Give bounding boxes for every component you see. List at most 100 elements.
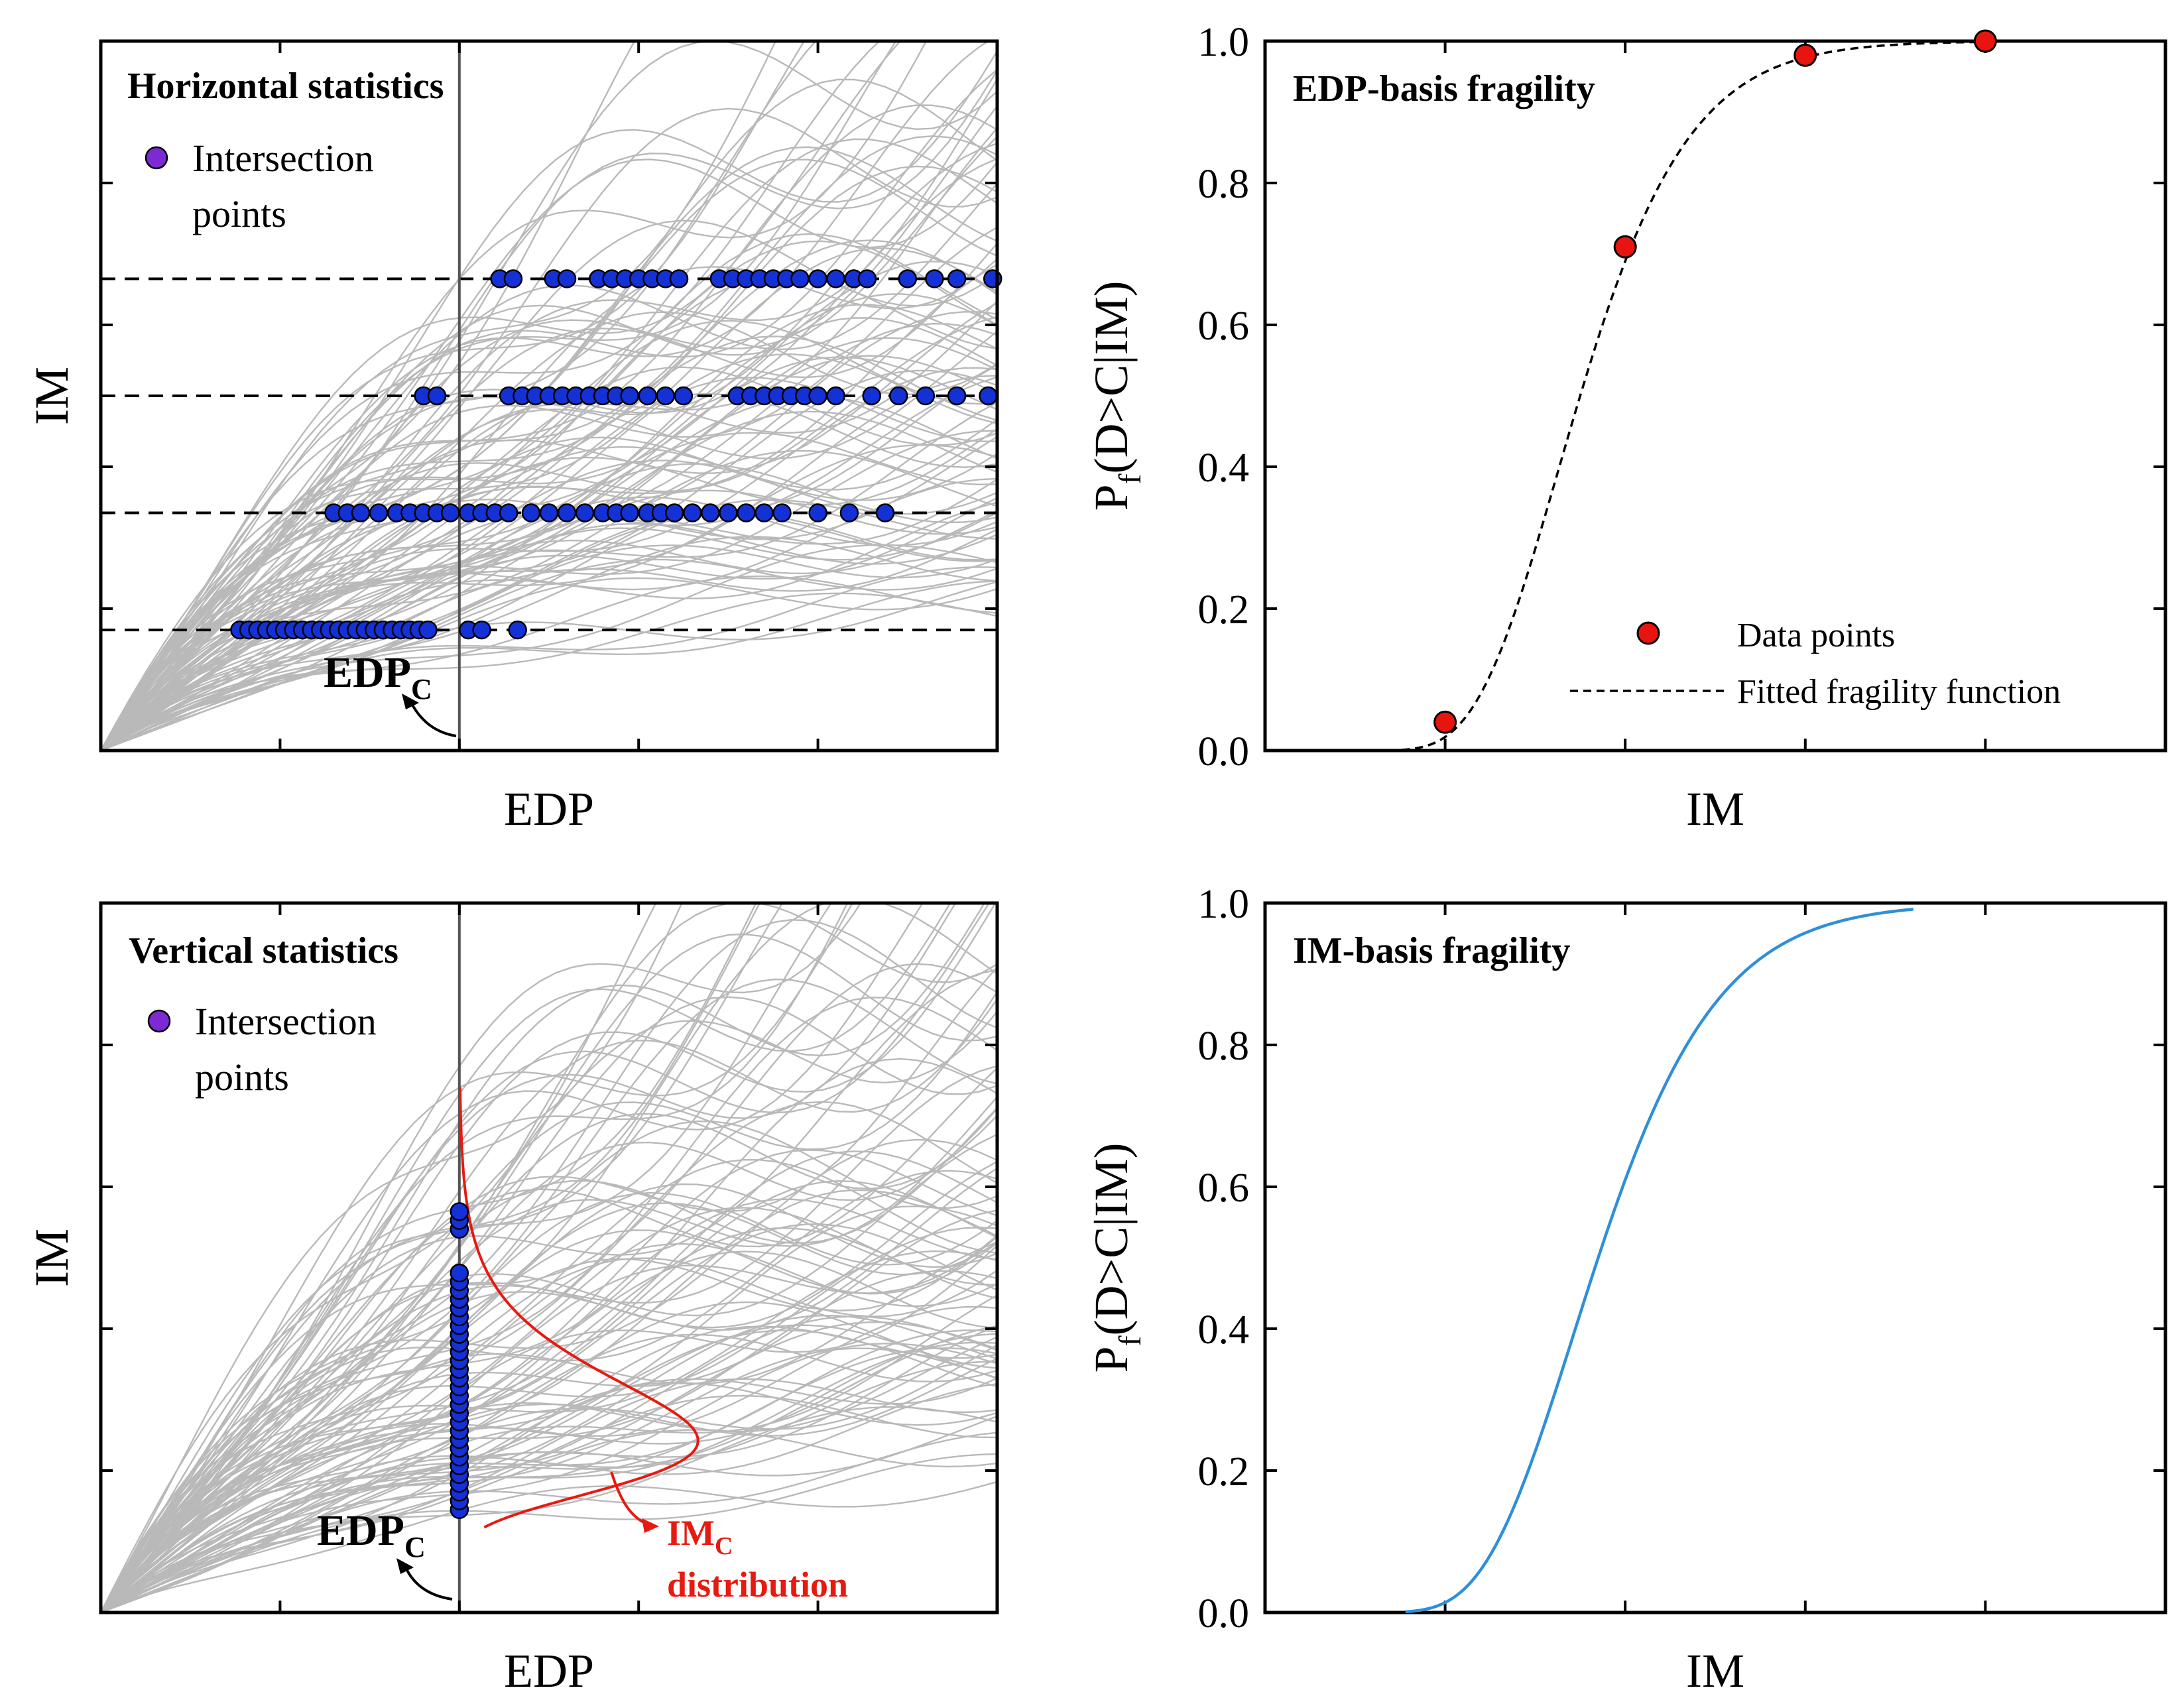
- tl-ida-curve: [101, 293, 997, 751]
- tr-y-axis-label: Pf(D>C|IM): [1085, 280, 1148, 511]
- tr-y-tick-label: 0.6: [1198, 304, 1250, 349]
- bl-ida-curve: [101, 903, 997, 1612]
- tl-intersection-point: [351, 503, 371, 522]
- br-x-axis-label: IM: [1686, 1644, 1744, 1697]
- tl-intersection-point: [857, 269, 877, 288]
- tl-ida-curve: [101, 514, 997, 751]
- bl-ida-curve: [101, 1058, 997, 1612]
- tl-edpc-arrowhead: [402, 694, 419, 709]
- tl-ida-curve: [101, 489, 997, 751]
- tl-intersection-point: [790, 269, 810, 288]
- tr-data-point: [1613, 235, 1637, 259]
- tl-ida-curve: [101, 366, 997, 751]
- tl-ida-curve: [101, 261, 997, 751]
- tl-ida-curve: [101, 240, 997, 751]
- bl-ida-curve: [101, 1453, 997, 1612]
- tl-intersection-point: [499, 503, 518, 522]
- bl-ticks: [101, 903, 997, 1612]
- tl-ida-curve: [101, 226, 997, 751]
- bl-ida-curve: [101, 1394, 997, 1612]
- tl-intersection-point: [557, 269, 577, 288]
- tl-ida-curve: [101, 401, 997, 751]
- panel-im-basis-fragility: 0.0 0.2 0.4 0.6 0.8 1.0 IM-basis fragility IM…: [1085, 882, 2167, 1697]
- tl-intersection-point: [418, 620, 438, 640]
- tl-ida-curve: [101, 335, 997, 751]
- br-y-axis-label-main: P: [1085, 1346, 1138, 1372]
- panel-vertical-statistics: Vertical statistics Intersection points …: [25, 901, 999, 1697]
- tr-y-tick-label: 0.4: [1198, 446, 1250, 491]
- bl-imc-arrowhead: [642, 1518, 659, 1533]
- bl-ida-curve: [101, 1382, 997, 1612]
- bl-plot-frame: [99, 901, 999, 1614]
- tl-intersection-point: [808, 269, 827, 288]
- bl-ida-curve: [101, 903, 986, 1612]
- tl-intersection-point: [839, 503, 859, 522]
- tl-legend-marker: [145, 146, 168, 170]
- tl-ida-curve: [101, 544, 997, 751]
- bl-ida-curve: [101, 963, 997, 1612]
- bl-ida-curve: [101, 1160, 997, 1612]
- bl-ida-curve: [101, 1202, 997, 1612]
- tl-intersection-point: [862, 386, 881, 406]
- tl-ida-curve: [101, 41, 777, 751]
- tl-x-axis-label: EDP: [504, 782, 594, 835]
- tr-fitted-fragility-line: [1402, 40, 1986, 751]
- tl-plot-frame: [99, 39, 999, 753]
- tl-intersection-point: [521, 503, 541, 522]
- bl-ida-curve: [101, 1149, 997, 1612]
- bl-ida-curve: [101, 1301, 997, 1612]
- bl-ida-curve: [101, 1315, 997, 1612]
- br-ticks: 0.0 0.2 0.4 0.6 0.8 1.0: [1198, 882, 2165, 1636]
- tl-intersection-point: [947, 386, 967, 406]
- tl-ida-curve: [101, 105, 997, 751]
- tl-ida-curve: [101, 41, 881, 751]
- bl-edpc-subscript: C: [404, 1531, 426, 1563]
- tl-intersection-point: [737, 503, 756, 522]
- tr-y-axis-label-sub: f: [1113, 473, 1148, 484]
- tl-intersection-point: [620, 503, 639, 522]
- tl-intersection-point: [925, 269, 944, 288]
- bl-ida-curve: [101, 1243, 997, 1612]
- tr-data-point: [1433, 710, 1457, 734]
- bl-legend-line1: Intersection: [195, 1000, 377, 1043]
- bl-ida-curve: [101, 1067, 997, 1612]
- tl-ida-curve: [101, 41, 636, 751]
- tl-intersection-point: [826, 386, 845, 406]
- bl-curve-group: [101, 903, 997, 1612]
- bl-ida-curve: [101, 997, 997, 1612]
- tl-ida-curve: [101, 68, 997, 751]
- tl-ida-curve: [101, 410, 997, 751]
- br-y-axis-label: Pf(D>C|IM): [1085, 1142, 1148, 1372]
- tl-ida-curve: [101, 375, 997, 751]
- tl-intersection-point: [979, 386, 998, 406]
- bl-ida-curve: [101, 1234, 997, 1612]
- tl-intersection-point: [898, 269, 918, 288]
- tl-ida-curve: [101, 41, 928, 751]
- bl-ida-curve: [101, 1010, 997, 1612]
- br-y-tick-label: 0.0: [1198, 1591, 1250, 1636]
- bl-imc-annotation: IMC: [667, 1513, 733, 1560]
- tl-ida-curve: [101, 49, 997, 751]
- tr-data-points: [1433, 29, 1997, 734]
- tl-ida-curve: [101, 575, 997, 751]
- bl-ida-curve: [101, 1481, 997, 1612]
- tl-ida-curve: [101, 430, 997, 751]
- bl-ida-curve: [101, 903, 924, 1612]
- tl-ida-curve: [101, 165, 997, 751]
- bl-ida-curve: [101, 1429, 997, 1612]
- bl-edpc-text: EDP: [317, 1506, 404, 1555]
- tl-intersection-point: [539, 503, 559, 522]
- bl-legend-marker: [147, 1009, 171, 1033]
- br-y-tick-label: 0.8: [1198, 1024, 1250, 1069]
- panel-horizontal-statistics: Horizontal statistics Intersection point…: [25, 39, 1002, 835]
- bl-ida-curve: [101, 1333, 997, 1612]
- tl-ticks: [101, 41, 997, 751]
- bl-ida-curve: [101, 1120, 997, 1612]
- bl-ida-curve: [101, 903, 657, 1612]
- panel-edp-basis-fragility: 0.0 0.2 0.4 0.6 0.8 1.0 EDP-basis fragility D…: [1085, 20, 2167, 835]
- tl-intersection-point: [503, 269, 523, 288]
- bl-imc-line2: distribution: [667, 1565, 848, 1605]
- tl-intersection-point: [620, 386, 639, 406]
- tl-ida-curve: [101, 577, 997, 751]
